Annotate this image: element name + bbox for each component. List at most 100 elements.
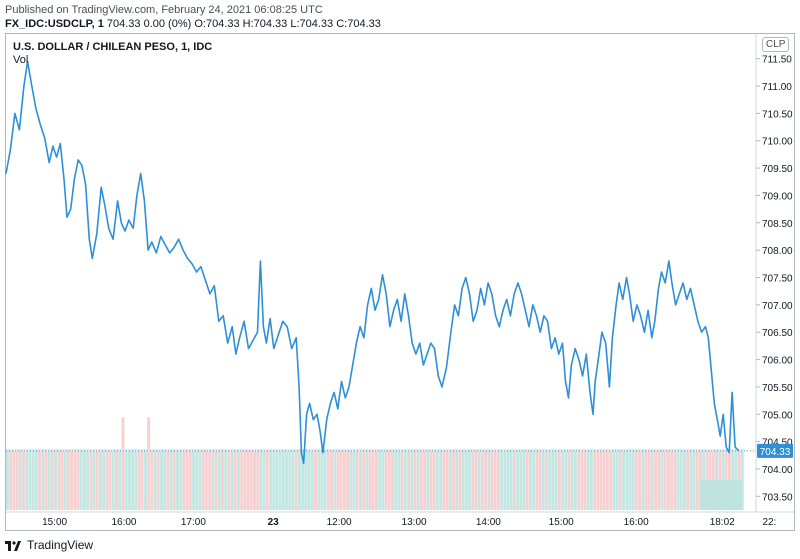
volume-bar [522,449,526,510]
volume-bar [41,449,45,510]
volume-bar [166,449,170,510]
volume-bar [570,449,574,510]
volume-bar [577,449,581,510]
volume-bar [403,449,407,510]
volume-bar [330,449,333,510]
tradingview-logo-icon [5,541,21,551]
volume-bar [310,449,314,510]
volume-bar [378,449,382,510]
volume-bar [503,449,507,510]
volume-bar [265,449,269,510]
y-tick-label: 705.00 [762,410,793,421]
volume-bar [259,449,263,510]
volume-bar [548,449,552,510]
volume-bar [108,449,112,510]
volume-bar [92,449,96,510]
volume-bar [256,449,260,510]
volume-bar [535,449,539,510]
volume-bar [137,449,141,510]
volume-bar [480,449,484,510]
chart-title: U.S. DOLLAR / CHILEAN PESO, 1, IDC [13,41,213,53]
chart-frame [5,33,795,531]
volume-bar [79,449,83,510]
volume-bar [317,449,321,510]
volume-bar [625,449,629,510]
volume-bar [461,449,465,510]
volume-bar [150,449,154,510]
volume-bar [589,449,593,510]
volume-bar [583,449,587,510]
volume-bar [371,449,375,510]
symbol-label: FX_IDC:USDCLP, 1 [5,18,104,30]
volume-bar [243,449,247,510]
currency-badge[interactable]: CLP [762,37,790,52]
volume-bar [25,449,29,510]
volume-bar [179,449,183,510]
brand-name: TradingView [27,538,94,552]
volume-bar [95,449,99,510]
tradingview-brand[interactable]: TradingView [5,538,93,552]
last-price-label-bg [757,443,793,458]
volume-bar [297,449,301,510]
volume-bar [699,449,702,510]
volume-bar [679,449,683,510]
volume-bar [384,449,388,510]
published-caption: Published on TradingView.com, February 2… [5,4,323,16]
x-tick-label: 15:00 [549,517,574,528]
volume-bar [448,449,452,510]
symbol-ohlc-line: FX_IDC:USDCLP, 1 704.33 0.00 (0%) O:704.… [5,18,381,30]
volume-bar [432,449,436,510]
volume-bar [143,449,147,510]
volume-bar [631,449,635,510]
volume-bar [34,449,38,510]
volume-bar [737,449,741,510]
volume-bar [153,449,157,510]
volume-bar [445,449,449,510]
ohlc-values: 704.33 0.00 (0%) O:704.33 H:704.33 L:704… [106,18,381,30]
volume-bar [673,449,677,510]
volume-bars-layer [6,417,750,510]
volume-bar [391,449,394,510]
volume-bar [695,449,699,510]
volume-bar [224,449,228,510]
volume-bar [538,449,542,510]
volume-bar [127,449,131,510]
volume-bar [358,449,362,510]
volume-bar [416,449,420,510]
volume-bar [532,449,536,510]
x-tick-label: 17:00 [181,517,206,528]
y-tick-label: 706.50 [762,328,793,339]
volume-bar [500,449,504,510]
volume-bar [740,449,744,510]
volume-bar [580,449,584,510]
y-tick-label: 708.00 [762,246,793,257]
volume-bar [346,449,350,510]
volume-bar [253,449,256,510]
volume-bar [564,449,568,510]
volume-bar [214,449,218,510]
volume-bar [204,449,208,510]
volume-bar [182,449,186,510]
volume-bar [606,449,609,510]
volume-bar [599,449,603,510]
volume-bar [586,449,590,510]
volume-bar [83,449,86,510]
volume-bar [278,449,282,510]
volume-bar [323,449,327,510]
volume-bar [387,449,391,510]
volume-bar [102,449,106,510]
volume-bar [320,449,324,510]
x-tick-label: 13:00 [402,517,427,528]
volume-bar [336,449,340,510]
volume-bar [609,449,613,510]
volume-label: Vol [13,54,29,66]
volume-bar [541,449,545,510]
volume-bar [715,449,719,510]
volume-bar [400,449,404,510]
volume-bar [413,449,417,510]
volume-bar [708,449,712,510]
price-line-layer [5,60,740,465]
volume-bar [700,480,742,510]
